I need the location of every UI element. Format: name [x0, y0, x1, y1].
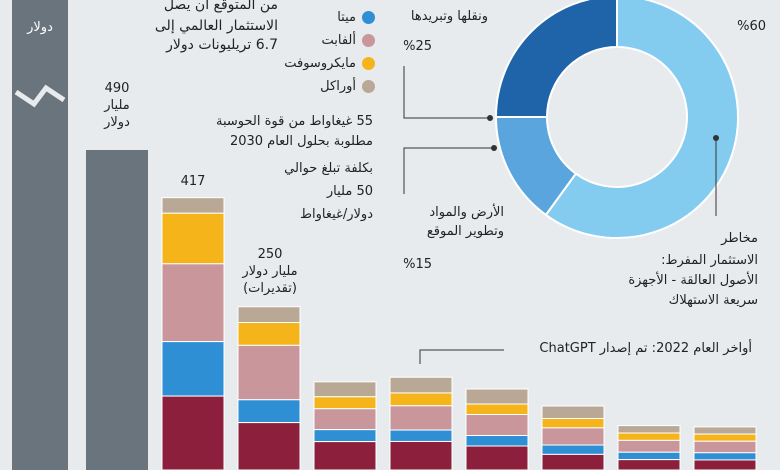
- bar-2-segment-3: [161, 263, 225, 343]
- chatgpt-annotation: أواخر العام 2022: تم إصدار ChatGPT: [539, 341, 752, 356]
- land-label-1: الأرض والمواد: [429, 205, 504, 220]
- bar-2-label: 417: [180, 174, 206, 189]
- legend-dot-icon: [362, 80, 375, 93]
- donut-slice-1: [544, 0, 739, 239]
- legend-dot-icon: [362, 11, 375, 24]
- compute-note-2: مطلوبة بحلول العام 2030: [229, 134, 373, 149]
- donut-slice-3: [494, 0, 618, 118]
- bar-1-label: 490 مليار دولار: [104, 81, 130, 130]
- bar-7-segment-5: [541, 453, 605, 470]
- cut-off-tall-bar: [12, 0, 68, 470]
- leader-land: [403, 147, 494, 194]
- headline-line-2: الاستثمار العالمي إلى: [154, 18, 278, 34]
- risk-label-2: الاستثمار المفرط:: [661, 253, 758, 268]
- pct-15-label: %15: [403, 257, 432, 272]
- compute-note-1: 55 غيغاواط من قوة الحوسبة: [215, 114, 373, 129]
- leader-cooling-dot: [487, 115, 493, 121]
- risk-label-3: الأصول العالقة - الأجهزة: [628, 273, 758, 288]
- leader-cooling: [403, 66, 490, 119]
- legend-item-alphabet: ألفابت: [322, 33, 375, 48]
- leader-risk-dot: [713, 135, 719, 141]
- headline-line-1: من المتوقع أن يصل: [163, 0, 278, 13]
- legend-dot-icon: [362, 57, 375, 70]
- compute-note-4: 50 مليار: [326, 184, 373, 199]
- cooling-label: ونقلها وتبريدها: [410, 9, 488, 24]
- risk-label-1: مخاطر: [721, 231, 758, 246]
- bar-9-segment-5: [693, 459, 757, 470]
- bar-5-segment-3: [389, 405, 453, 431]
- bar-4-segment-5: [313, 441, 377, 470]
- legend-item-microsoft: مايكروسوفت: [284, 56, 375, 71]
- bar-2-segment-4: [161, 341, 225, 397]
- compute-note-3: بكلفة تبلغ حوالي: [284, 161, 373, 176]
- legend-item-oracle: أوراكل: [320, 79, 375, 94]
- leader-land-dot: [491, 145, 497, 151]
- pct-60-label: %60: [737, 19, 766, 34]
- legend-dot-icon: [362, 34, 375, 47]
- bar-2-segment-2: [161, 212, 225, 265]
- chatgpt-leader-line: [419, 349, 504, 364]
- bar-2-segment-5: [161, 395, 225, 470]
- bar-3-label: 250 مليار دولار (تقديرات): [242, 247, 298, 296]
- risk-label-4: سريعة الاستهلاك: [668, 293, 758, 308]
- compute-note-5: دولار/غيغاواط: [299, 207, 373, 222]
- bar-1-total: [86, 150, 148, 470]
- bar-5-segment-5: [389, 440, 453, 470]
- cut-off-bar-unit: دولار: [27, 20, 53, 35]
- legend-item-meta: ميتا: [337, 10, 375, 25]
- land-label-2: وتطوير الموقع: [426, 224, 504, 239]
- pct-25-label: %25: [403, 39, 432, 54]
- headline-line-3: 6.7 تريليونات دولار: [166, 37, 278, 53]
- axis-break-icon: [14, 84, 66, 108]
- bar-3-segment-5: [237, 422, 301, 470]
